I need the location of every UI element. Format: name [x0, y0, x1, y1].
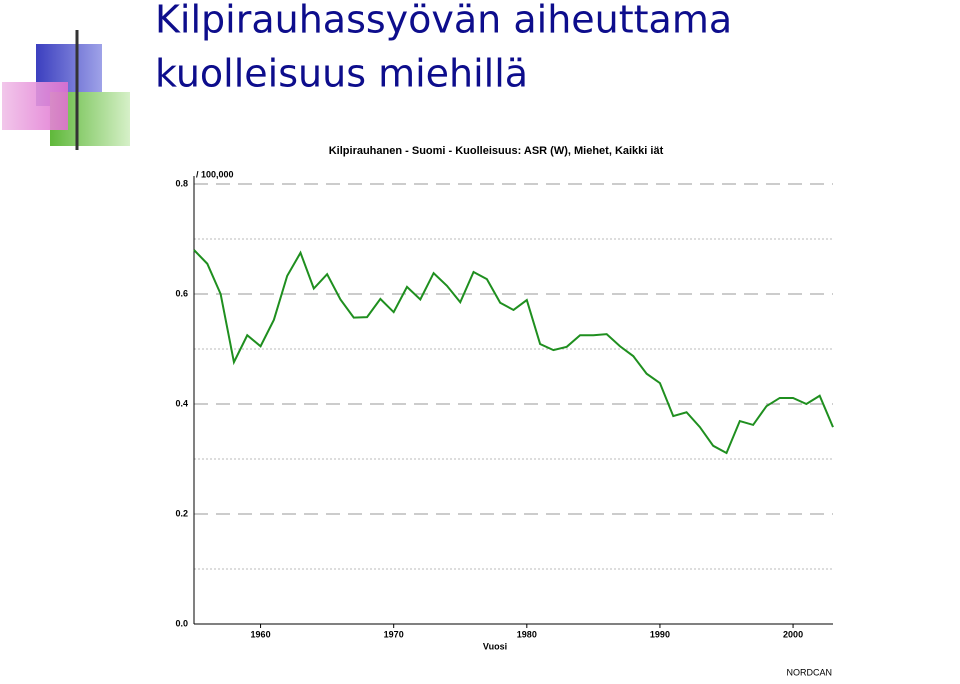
x-tick-label: 1970 [384, 629, 404, 639]
slide-title: kuolleisuus miehillä [155, 52, 528, 96]
slide-title: Kilpirauhassyövän aiheuttama [155, 0, 732, 42]
x-axis-label: Vuosi [483, 641, 507, 651]
y-tick-label: 0.2 [175, 508, 188, 518]
decoration [2, 30, 960, 150]
y-tick-label: 0.4 [175, 398, 188, 408]
y-axis-label: / 100,000 [196, 169, 234, 179]
y-tick-label: 0.8 [175, 178, 188, 188]
x-tick-label: 2000 [783, 629, 803, 639]
chart-title: Kilpirauhanen - Suomi - Kuolleisuus: ASR… [329, 145, 664, 157]
x-tick-label: 1980 [517, 629, 537, 639]
y-tick-label: 0.6 [175, 288, 188, 298]
data-line [193, 249, 834, 455]
y-tick-label: 0.0 [175, 618, 188, 628]
x-tick-label: 1990 [650, 629, 670, 639]
footer: NORDCAN [786, 667, 832, 677]
x-tick-label: 1960 [251, 629, 271, 639]
